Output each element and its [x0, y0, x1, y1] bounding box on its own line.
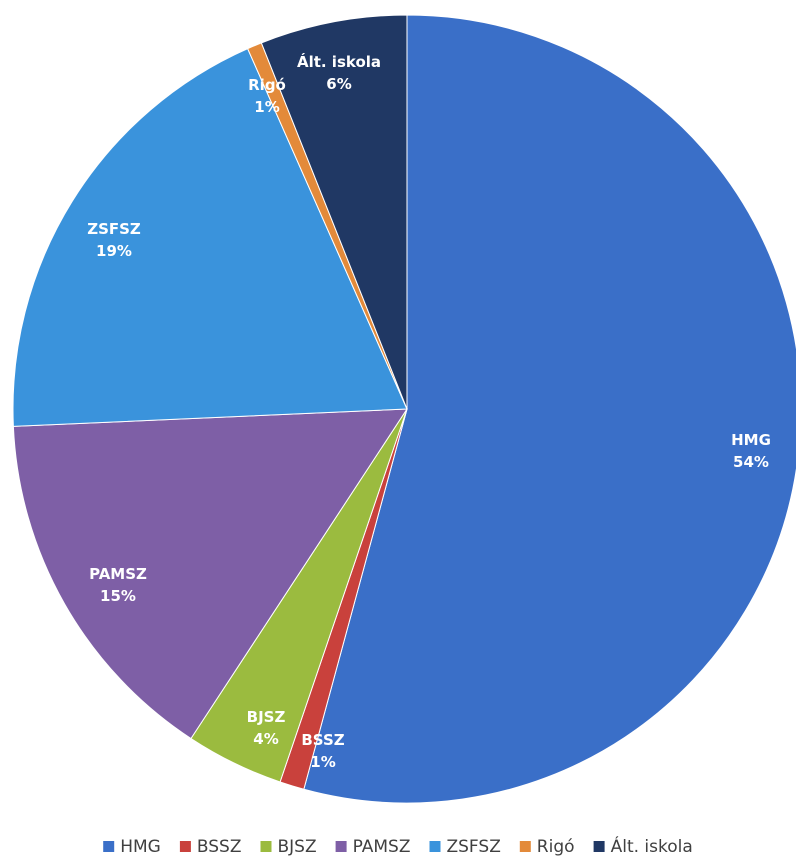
slice-labels: HMG 54% BSSZ 1% BJSZ 4% PAMSZ 15% ZSFSZ 19% Rigó 1%…	[87, 52, 771, 771]
legend-label: BJSZ	[278, 837, 317, 857]
legend-swatch	[429, 841, 441, 852]
pie-slice-hmg	[303, 14, 796, 804]
slice-label-name: PAMSZ	[89, 565, 147, 583]
legend-swatch	[335, 841, 347, 852]
slice-label-pamsz: PAMSZ 15%	[89, 565, 147, 605]
legend-item-alt-iskola: Ált. iskola	[593, 835, 693, 857]
pie-slice-zsfsz	[12, 48, 408, 427]
slice-label-percent: 6%	[326, 75, 351, 93]
pie-slices	[12, 14, 796, 804]
legend-item-bssz: BSSZ	[179, 837, 242, 857]
legend-item-hmg: HMG	[103, 837, 161, 857]
slice-label-name: Ált. iskola	[297, 52, 381, 71]
slice-label-name: Rigó	[248, 76, 286, 94]
slice-label-bssz: BSSZ 1%	[301, 731, 344, 771]
legend-swatch	[260, 841, 272, 852]
slice-label-name: BSSZ	[301, 731, 344, 749]
legend-swatch	[179, 841, 191, 852]
legend-item-zsfsz: ZSFSZ	[429, 837, 501, 857]
slice-label-name: BJSZ	[247, 708, 286, 726]
slice-label-percent: 1%	[310, 753, 335, 771]
slice-label-bjsz: BJSZ 4%	[247, 708, 286, 748]
slice-label-percent: 15%	[100, 587, 136, 605]
slice-label-name: ZSFSZ	[87, 220, 141, 238]
legend-label: PAMSZ	[353, 837, 411, 857]
slice-label-alt-iskola: Ált. iskola 6%	[297, 52, 381, 93]
slice-label-zsfsz: ZSFSZ 19%	[87, 220, 141, 260]
slice-label-percent: 19%	[96, 242, 132, 260]
legend: HMG BSSZ BJSZ PAMSZ ZSFSZ Rigó Ált. iskola	[103, 835, 693, 857]
pie-slice-alt-iskola	[260, 14, 408, 410]
slice-label-percent: 1%	[254, 98, 279, 116]
legend-item-rigo: Rigó	[519, 837, 575, 857]
slice-label-name: HMG	[731, 431, 771, 449]
slice-label-percent: 4%	[253, 730, 278, 748]
legend-item-bjsz: BJSZ	[260, 837, 317, 857]
pie-slice-pamsz	[12, 408, 408, 740]
legend-swatch	[519, 841, 531, 852]
slice-label-percent: 54%	[733, 453, 769, 471]
legend-swatch	[103, 841, 115, 852]
legend-label: Rigó	[537, 837, 575, 857]
slice-label-rigo: Rigó 1%	[248, 76, 286, 116]
legend-label: ZSFSZ	[447, 837, 501, 857]
legend-label: Ált. iskola	[611, 835, 693, 857]
legend-label: HMG	[120, 837, 161, 857]
slice-label-hmg: HMG 54%	[731, 431, 771, 471]
legend-item-pamsz: PAMSZ	[335, 837, 411, 857]
legend-swatch	[593, 841, 605, 852]
legend-label: BSSZ	[197, 837, 242, 857]
